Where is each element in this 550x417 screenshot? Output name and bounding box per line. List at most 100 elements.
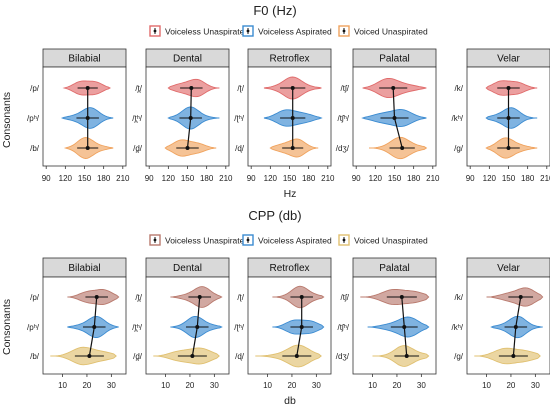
- consonant-label: /ɖ/: [235, 144, 245, 153]
- median-point: [404, 354, 409, 358]
- x-tick-label: 120: [162, 174, 176, 183]
- median-point: [85, 86, 90, 90]
- panel-title: Velar: [497, 54, 520, 65]
- consonant-label: /t̪ʰ/: [132, 323, 143, 332]
- legend-item: Voiced Unaspirated: [338, 234, 428, 246]
- median-point: [87, 354, 92, 358]
- consonant-label: /g/: [454, 144, 464, 153]
- median-point: [85, 146, 90, 150]
- x-tick-label: 90: [466, 174, 475, 183]
- panel: Retroflex/ʈ/ /ʈʰ/ /ɖ/90 120 150 180 210: [234, 48, 335, 183]
- consonant-label: /d̪/: [133, 352, 143, 361]
- x-tick-label: 30: [312, 381, 321, 390]
- median-point: [506, 86, 511, 90]
- consonant-label: /ɖ/: [235, 352, 245, 361]
- panel: Palatal/tʃ/ /tʃʰ/ /dʒ/10 20 30: [336, 257, 437, 390]
- x-tick-label: 150: [78, 174, 92, 183]
- x-tick-label: 10: [482, 381, 491, 390]
- x-tick-label: 120: [483, 174, 497, 183]
- x-tick-label: 210: [321, 174, 335, 183]
- x-tick-label: 20: [287, 381, 296, 390]
- median-point: [290, 146, 295, 150]
- x-tick-label: 120: [369, 174, 383, 183]
- legend-item: Voiceless Unaspirated: [149, 234, 249, 246]
- consonant-label: /p/: [30, 84, 40, 93]
- median-point: [392, 116, 397, 120]
- legend-label: Voiced Unaspirated: [354, 236, 428, 246]
- x-tick-label: 10: [58, 381, 67, 390]
- median-point: [290, 86, 295, 90]
- median-point: [513, 325, 518, 329]
- legend-label: Voiceless Unaspirated: [165, 236, 249, 246]
- median-point: [294, 354, 299, 358]
- x-tick-label: 10: [161, 381, 170, 390]
- x-tick-label: 180: [200, 174, 214, 183]
- consonant-label: /dʒ/: [336, 144, 350, 153]
- consonant-label: /tʃ/: [341, 293, 350, 302]
- consonant-label: /dʒ/: [336, 352, 350, 361]
- legend-label: Voiceless Aspirated: [258, 236, 332, 246]
- legend-swatch-point: [153, 29, 157, 33]
- median-point: [190, 354, 195, 358]
- median-point: [299, 295, 304, 299]
- legend-swatch-point: [342, 238, 346, 242]
- consonant-label: /ʈ/: [237, 293, 244, 302]
- x-tick-label: 120: [264, 174, 278, 183]
- x-tick-label: 30: [531, 381, 540, 390]
- median-point: [506, 146, 511, 150]
- panel-title: Retroflex: [269, 263, 309, 274]
- x-tick-label: 30: [107, 381, 116, 390]
- median-point: [511, 354, 516, 358]
- panel: Bilabial/p/ /pʰ/ /b/90 120 150 180 210: [27, 48, 130, 183]
- x-tick-label: 20: [82, 381, 91, 390]
- panel-title: Palatal: [379, 263, 410, 274]
- x-tick-label: 180: [521, 174, 535, 183]
- panel: Dental/t̪/ /t̪ʰ/ /d̪/ 90 120 150 180 210: [132, 48, 233, 183]
- consonant-label: /b/: [30, 144, 40, 153]
- legend-item: Voiced Unaspirated: [338, 25, 428, 37]
- x-tick-label: 20: [392, 381, 401, 390]
- median-point: [506, 116, 511, 120]
- median-point: [185, 146, 190, 150]
- legend-label: Voiceless Unaspirated: [165, 27, 249, 37]
- consonant-label: /ʈʰ/: [234, 114, 245, 123]
- median-point: [402, 325, 407, 329]
- x-axis-label: db: [284, 395, 296, 407]
- median-point: [290, 116, 295, 120]
- x-tick-label: 90: [145, 174, 154, 183]
- median-point: [391, 86, 396, 90]
- panel-title: Dental: [173, 263, 202, 274]
- consonant-label: /d̪/: [133, 144, 143, 153]
- panel: Bilabial/p/ /pʰ/ /b/10 20 30: [27, 257, 127, 390]
- panel-title: Palatal: [379, 54, 410, 65]
- x-tick-label: 210: [219, 174, 233, 183]
- consonant-label: /t̪/: [135, 293, 142, 302]
- panel-title: Velar: [497, 263, 520, 274]
- chart-title: CPP (db): [248, 208, 301, 223]
- chart-title: F0 (Hz): [253, 3, 296, 18]
- x-axis-label: Hz: [284, 188, 297, 200]
- median-point: [94, 295, 99, 299]
- x-tick-label: 20: [506, 381, 515, 390]
- consonant-label: /t̪ʰ/: [132, 114, 143, 123]
- median-point: [188, 116, 193, 120]
- consonant-label: /pʰ/: [27, 114, 40, 123]
- panel: Velar/k/ /kʰ/ /g/90 120 150 180 210: [451, 48, 550, 183]
- consonant-label: /p/: [30, 293, 40, 302]
- consonant-label: /b/: [30, 352, 40, 361]
- consonant-label: /tʃʰ/: [337, 323, 349, 332]
- panel-title: Bilabial: [68, 54, 100, 65]
- x-tick-label: 210: [116, 174, 130, 183]
- x-tick-label: 150: [502, 174, 516, 183]
- y-axis-label: Consonants: [1, 299, 13, 355]
- legend-swatch-point: [342, 29, 346, 33]
- median-point: [299, 325, 304, 329]
- x-tick-label: 180: [407, 174, 421, 183]
- consonant-label: /t̪/: [135, 84, 142, 93]
- legend-swatch-point: [153, 238, 157, 242]
- x-tick-label: 90: [42, 174, 51, 183]
- x-tick-label: 180: [97, 174, 111, 183]
- median-point: [195, 325, 200, 329]
